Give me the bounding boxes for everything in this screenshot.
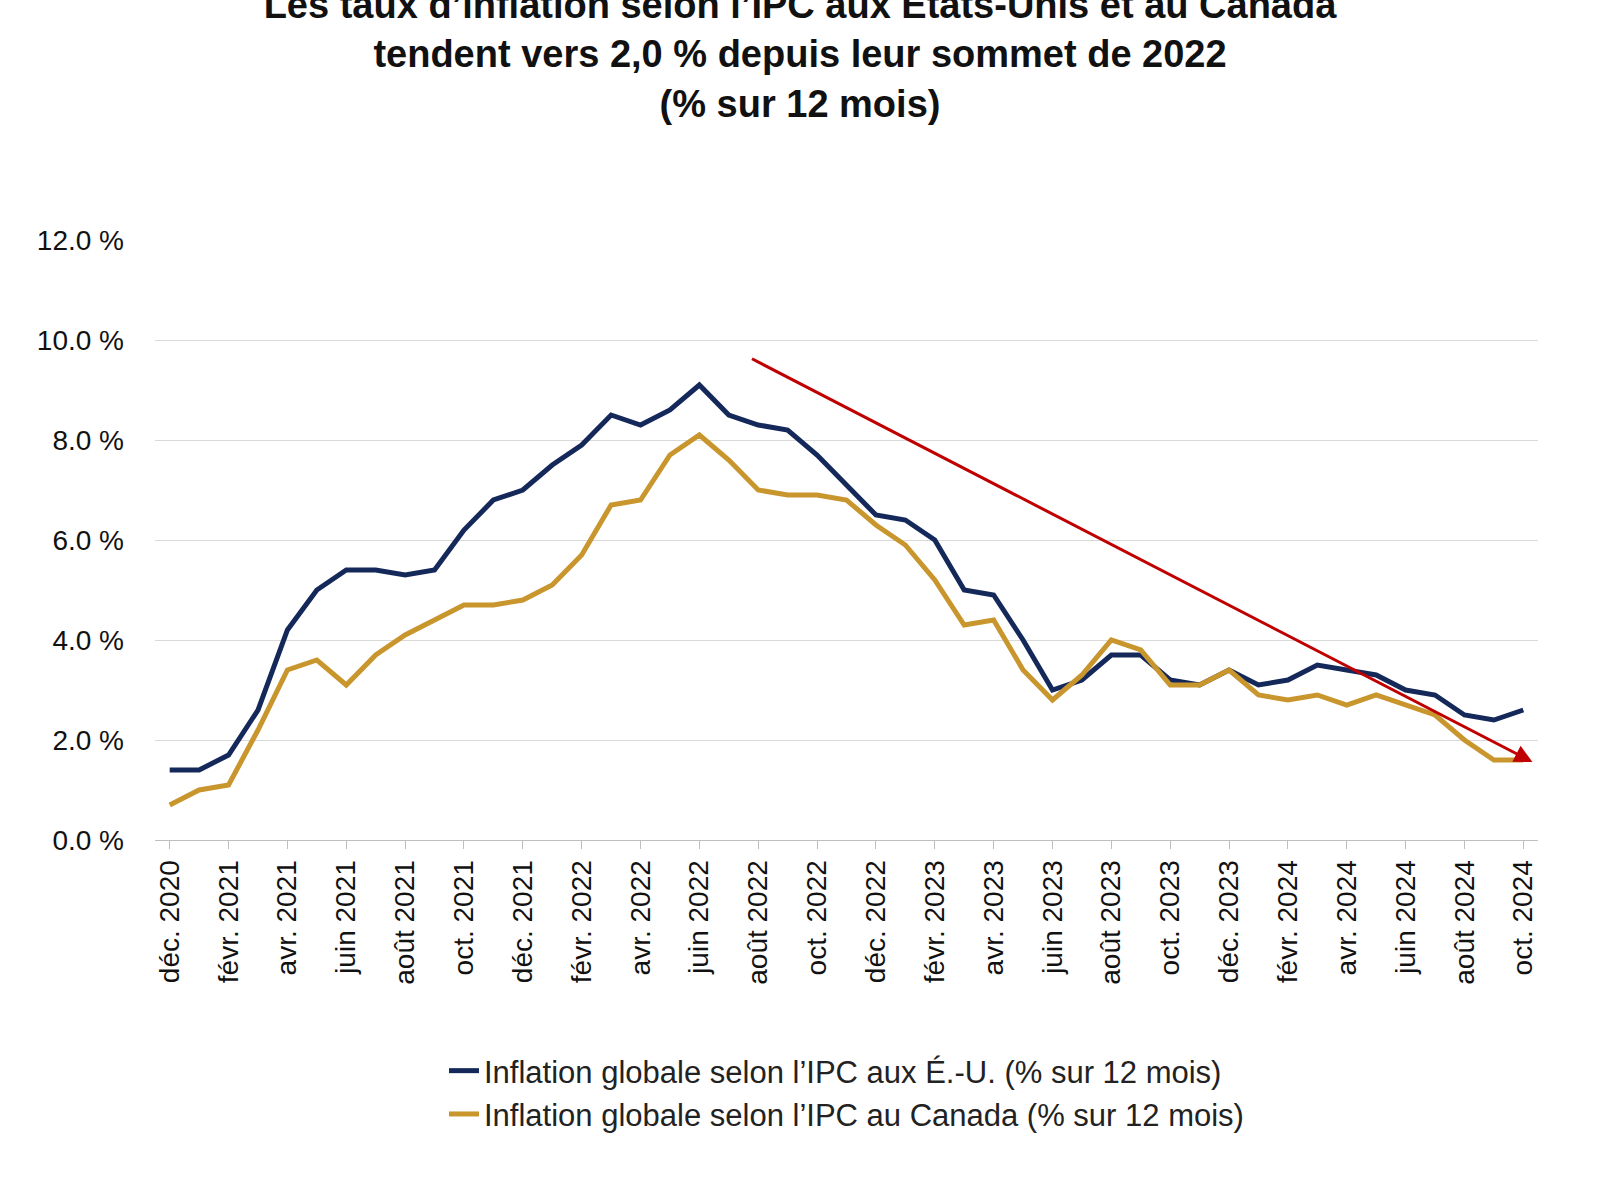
svg-text:déc. 2020: déc. 2020 (154, 860, 185, 983)
svg-text:févr. 2022: févr. 2022 (566, 860, 597, 983)
svg-text:oct. 2022: oct. 2022 (801, 860, 832, 975)
svg-text:avr. 2021: avr. 2021 (272, 860, 303, 975)
svg-text:10.0 %: 10.0 % (37, 325, 124, 356)
svg-text:juin 2022: juin 2022 (683, 860, 714, 975)
svg-text:déc. 2023: déc. 2023 (1213, 860, 1244, 983)
svg-text:avr. 2023: avr. 2023 (978, 860, 1009, 975)
svg-text:févr. 2024: févr. 2024 (1272, 860, 1303, 983)
svg-text:août 2023: août 2023 (1095, 860, 1126, 985)
svg-text:févr. 2021: févr. 2021 (213, 860, 244, 983)
svg-text:oct. 2024: oct. 2024 (1507, 860, 1538, 975)
svg-text:2.0 %: 2.0 % (52, 725, 124, 756)
svg-text:juin 2021: juin 2021 (330, 860, 361, 975)
svg-text:août 2022: août 2022 (742, 860, 773, 985)
svg-text:Inflation globale selon l’IPC: Inflation globale selon l’IPC au Canada … (484, 1098, 1244, 1133)
svg-text:0.0 %: 0.0 % (52, 825, 124, 856)
svg-text:8.0 %: 8.0 % (52, 425, 124, 456)
svg-text:juin 2023: juin 2023 (1037, 860, 1068, 975)
svg-text:oct. 2023: oct. 2023 (1154, 860, 1185, 975)
svg-text:avr. 2024: avr. 2024 (1331, 860, 1362, 975)
svg-text:juin 2024: juin 2024 (1390, 860, 1421, 975)
svg-text:févr. 2023: févr. 2023 (919, 860, 950, 983)
svg-text:6.0 %: 6.0 % (52, 525, 124, 556)
svg-text:Inflation globale selon l’IPC: Inflation globale selon l’IPC aux É.-U. … (484, 1055, 1221, 1090)
svg-text:Les taux d’inflation selon l’I: Les taux d’inflation selon l’IPC aux Éta… (264, 0, 1338, 125)
svg-text:août 2024: août 2024 (1449, 860, 1480, 985)
svg-text:août 2021: août 2021 (389, 860, 420, 985)
svg-text:déc. 2022: déc. 2022 (860, 860, 891, 983)
svg-text:12.0 %: 12.0 % (37, 225, 124, 256)
svg-text:4.0 %: 4.0 % (52, 625, 124, 656)
svg-text:avr. 2022: avr. 2022 (625, 860, 656, 975)
svg-text:oct. 2021: oct. 2021 (448, 860, 479, 975)
svg-text:déc. 2021: déc. 2021 (507, 860, 538, 983)
